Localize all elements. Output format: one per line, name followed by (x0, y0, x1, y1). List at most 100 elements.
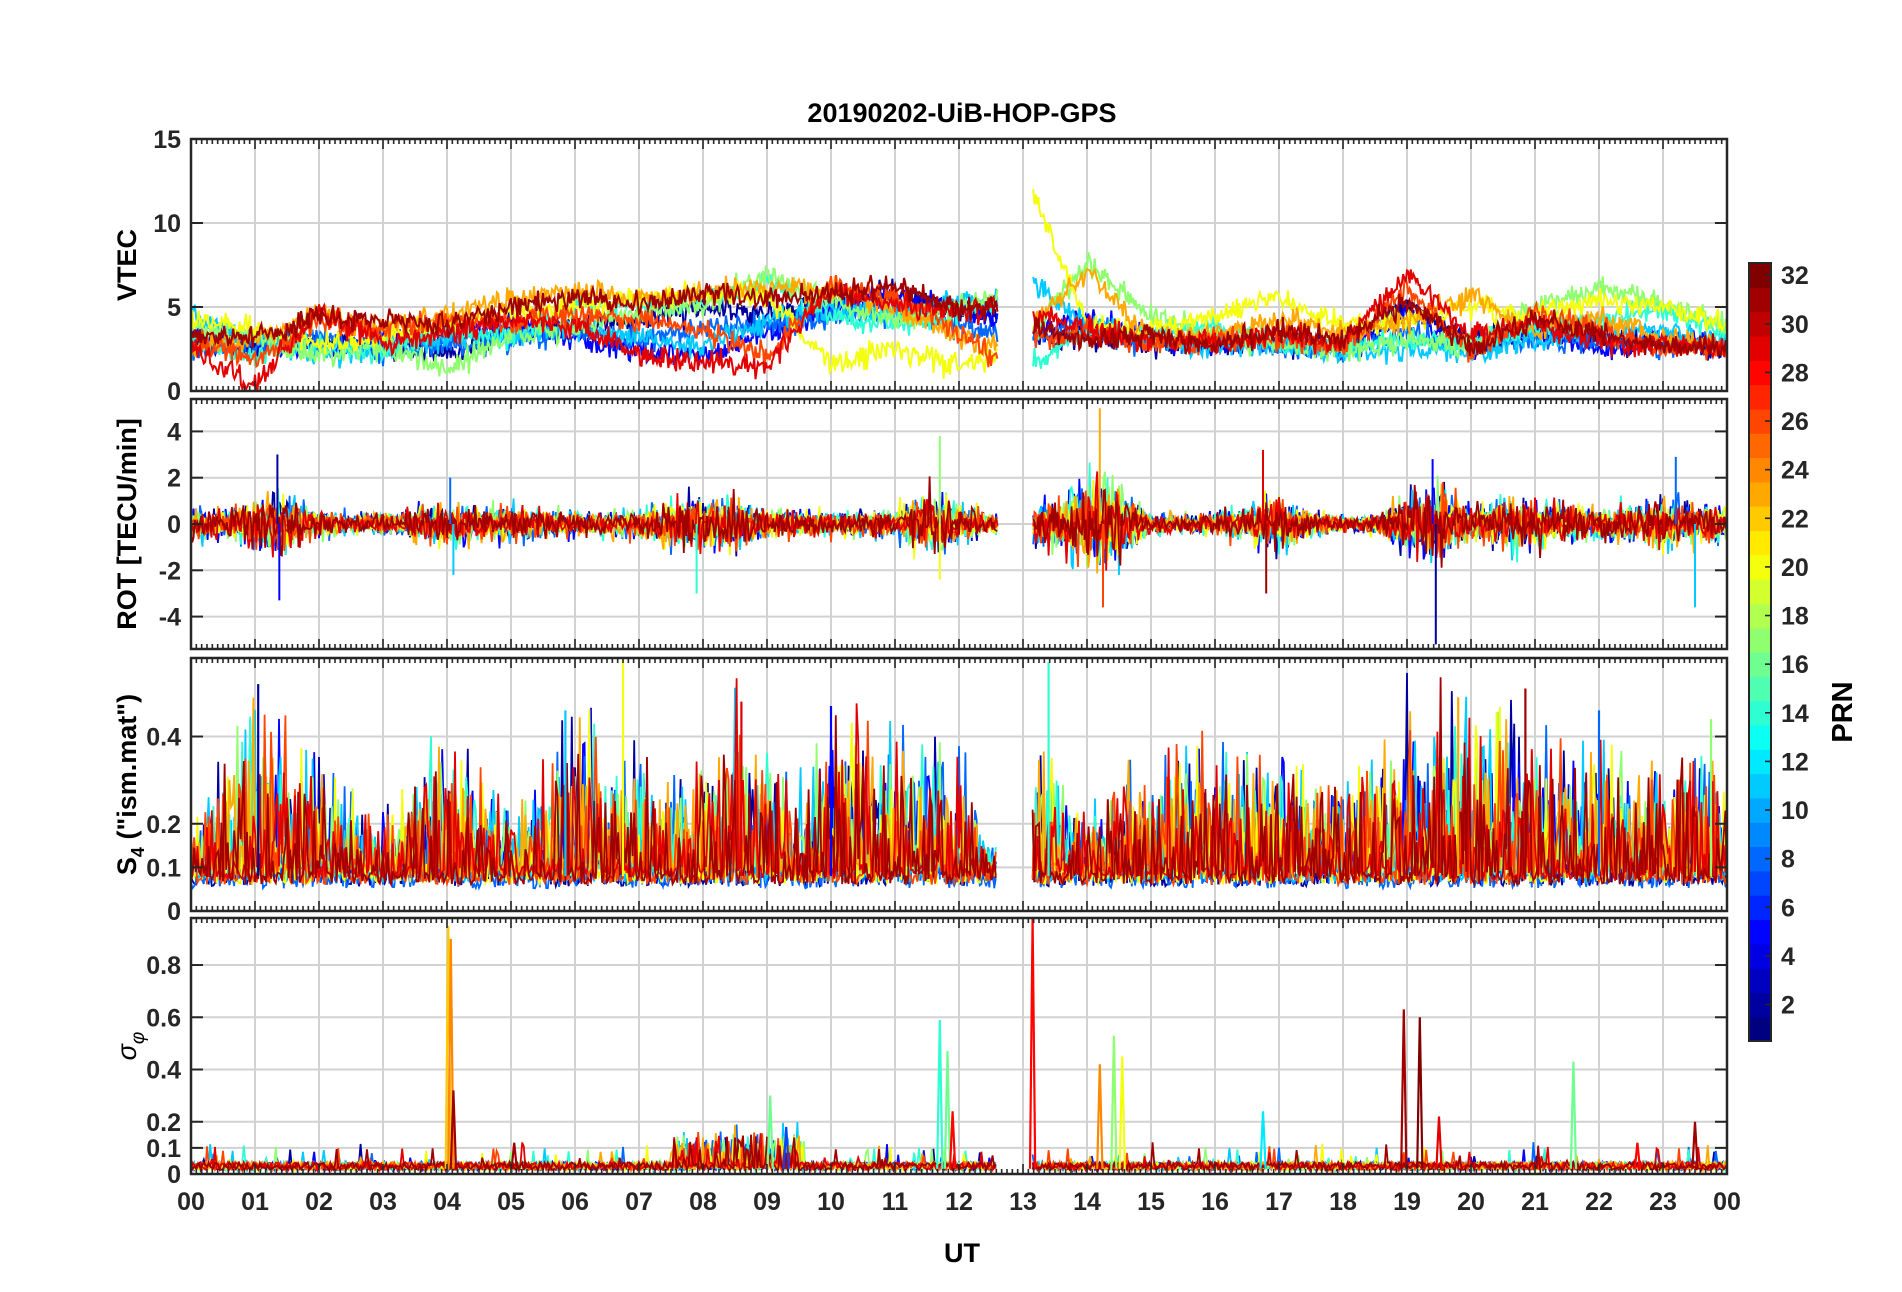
colorbar-tick-label: 18 (1781, 603, 1809, 631)
vtec-series-prn-29-b (1032, 268, 1727, 361)
sigma-peak-prn-24 (1096, 1064, 1104, 1169)
rot-series-prn-31-a (191, 476, 998, 557)
colorbar-swatch (1749, 822, 1771, 848)
colorbar-tick-label: 2 (1781, 992, 1795, 1020)
x-tick-label: 05 (497, 1188, 525, 1216)
y-tick-label: 0.2 (146, 1109, 181, 1137)
colorbar-tick-label: 28 (1781, 359, 1809, 387)
y-tick-label: 0 (167, 378, 181, 406)
vtec-series-prn-20-a (191, 280, 999, 379)
x-tick-label: 22 (1585, 1188, 1613, 1216)
colorbar-frame (1748, 262, 1772, 1042)
colorbar-swatch (1749, 627, 1771, 653)
sigma-peak-prn-31 (449, 1090, 458, 1169)
colorbar-tick-label: 22 (1781, 505, 1809, 533)
colorbar-swatch (1749, 554, 1771, 580)
rot-series-prn-31-b (1032, 484, 1727, 568)
y-tick-label: -2 (159, 557, 181, 585)
y-tick-label: -4 (159, 604, 181, 632)
colorbar-swatch (1749, 457, 1771, 483)
x-tick-label: 00 (177, 1188, 205, 1216)
colorbar-label: PRN (1827, 681, 1859, 742)
x-tick-label: 12 (945, 1188, 973, 1216)
y-axis-label-vtec: VTEC (112, 229, 142, 301)
panel-rot: -4 -2 0 2 4 ROT [TECU/min] (112, 397, 1729, 651)
sigma-peak-prn-14 (936, 1019, 944, 1169)
colorbar-tick-label: 30 (1781, 311, 1809, 339)
x-tick-label: 11 (882, 1188, 909, 1216)
y-tick-label: 0 (167, 511, 181, 539)
sigma-series-prn-31-a (191, 1134, 997, 1174)
y-tick-label: 0.2 (146, 811, 181, 839)
colorbar-swatch (1749, 506, 1771, 532)
x-tick-label: 21 (1521, 1188, 1549, 1216)
colorbar-swatch (1749, 700, 1771, 726)
panel-sigma_phi: 00.10.2 0.4 0.6 0.8 σφ 00 01 02 03 04 05 06 07 08 09 10… (112, 916, 1741, 1216)
s4-series-prn-31-a (191, 715, 997, 888)
y-tick-label: 0.1 (146, 1135, 181, 1163)
sigma-peak-prn-16 (943, 1051, 952, 1169)
colorbar-tick-label: 32 (1781, 262, 1809, 290)
colorbar-swatch (1749, 919, 1771, 945)
plot-area-vtec (191, 189, 1727, 391)
sigma-peak-prn-28 (1028, 918, 1037, 1169)
y-tick-label: 4 (167, 418, 181, 446)
panel-s4: 0 0.1 0.2 0.4S4 ("ism.mat") (112, 656, 1729, 926)
y-axis-label-rot: ROT [TECU/min] (112, 418, 142, 629)
sigma-peak-prn-12 (1259, 1111, 1267, 1169)
colorbar-swatch (1749, 749, 1771, 775)
sigma-peak-prn-7 (782, 1126, 790, 1169)
y-tick-label: 0.4 (146, 1057, 181, 1085)
colorbar-swatch (1749, 943, 1771, 969)
y-tick-label: 0.4 (146, 724, 181, 752)
panel-vtec: 0 5 10 15 VTEC (112, 126, 1729, 406)
sigma-peak-prn-17 (1110, 1035, 1118, 1169)
colorbar-swatch (1749, 579, 1771, 604)
colorbar-swatch (1749, 384, 1771, 410)
colorbar-swatch (1749, 408, 1771, 434)
x-tick-label: 13 (1009, 1188, 1037, 1216)
colorbar-swatch (1749, 846, 1771, 872)
x-tick-label: 14 (1073, 1188, 1101, 1216)
y-tick-label: 0.8 (146, 952, 181, 980)
sigma-peak-prn-16 (1569, 1061, 1578, 1169)
colorbar-swatch (1749, 870, 1771, 896)
y-tick-label: 5 (167, 294, 181, 322)
colorbar-tick-label: 16 (1781, 651, 1809, 679)
x-axis-label: UT (944, 1238, 980, 1268)
colorbar-tick-label: 6 (1781, 894, 1795, 922)
colorbar-swatch (1749, 797, 1771, 823)
x-tick-label: 16 (1201, 1188, 1229, 1216)
x-tick-label: 00 (1713, 1188, 1741, 1216)
colorbar-swatch (1749, 263, 1771, 288)
colorbar-swatch (1749, 481, 1771, 507)
x-tick-label: 03 (369, 1188, 397, 1216)
x-tick-label: 19 (1393, 1188, 1421, 1216)
colorbar-swatch (1749, 335, 1771, 361)
colorbar-tick-label: 26 (1781, 408, 1809, 436)
x-tick-label: 06 (561, 1188, 589, 1216)
colorbar-swatch (1749, 724, 1771, 750)
x-tick-label: 09 (753, 1188, 781, 1216)
x-tick-label: 18 (1329, 1188, 1357, 1216)
y-axis-label-s4: S4 ("ism.mat") (112, 694, 148, 875)
y-axis-label-sigma_phi: σφ (112, 1032, 149, 1061)
colorbar-tick-label: 12 (1781, 748, 1809, 776)
x-tick-label: 07 (625, 1188, 653, 1216)
x-tick-label: 04 (433, 1188, 461, 1216)
colorbar-swatch (1749, 433, 1771, 459)
sigma-series-prn-31-b (1031, 1142, 1727, 1174)
colorbar-swatch (1749, 992, 1771, 1018)
plot-area-sigma_phi (191, 918, 1727, 1174)
colorbar-swatch (1749, 603, 1771, 629)
x-tick-label: 20 (1457, 1188, 1485, 1216)
sigma-peak-prn-31 (1691, 1121, 1699, 1169)
s4-series-prn-20-b (1031, 706, 1727, 887)
colorbar-swatch (1749, 773, 1771, 799)
sigma-peak-prn-28 (948, 1111, 957, 1169)
x-tick-label: 23 (1649, 1188, 1677, 1216)
